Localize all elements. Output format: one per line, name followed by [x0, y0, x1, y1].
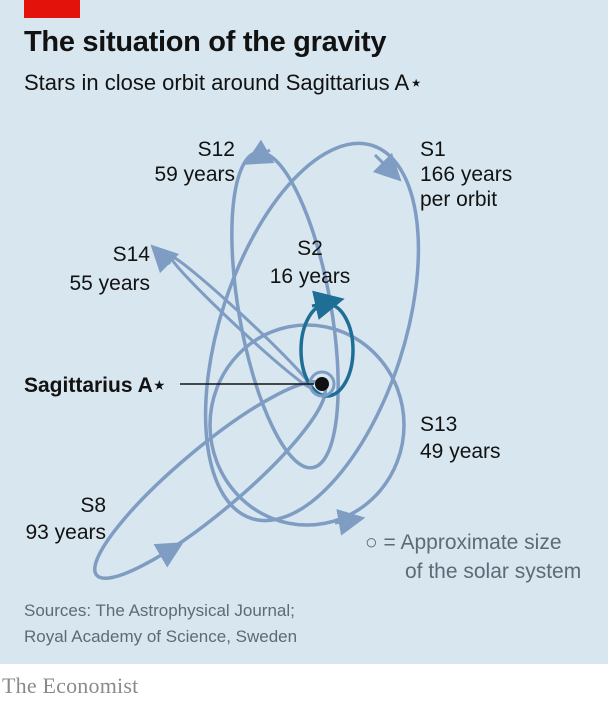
brand-red-tab [24, 0, 80, 18]
s2-period: 16 years [270, 265, 351, 288]
orbit-s8-arrow [153, 542, 184, 568]
sagittarius-a-dot [315, 377, 329, 391]
s2-name: S2 [297, 237, 323, 260]
s12-period: 59 years [154, 163, 235, 186]
orbit-s12-arrow [244, 139, 275, 165]
economist-logo: The Economist [2, 673, 139, 698]
orbit-s14-arrow [150, 244, 180, 274]
orbit-s1 [203, 141, 421, 523]
s1-name: S1 [420, 138, 446, 161]
orbit-s12 [230, 150, 340, 470]
sources-line-1: Sources: The Astrophysical Journal; [24, 601, 295, 620]
s8-period: 93 years [25, 521, 106, 544]
s12-name: S12 [198, 138, 235, 161]
orbit-diagram: S12 59 years S1 166 years per orbit S14 … [24, 138, 581, 583]
s1-period-line1: 166 years [420, 163, 512, 186]
key-line-2: of the solar system [405, 560, 581, 583]
s14-name: S14 [113, 243, 151, 266]
sources-line-2: Royal Academy of Science, Sweden [24, 627, 298, 646]
orbit-s2-arrow [311, 290, 345, 320]
s8-name: S8 [80, 494, 106, 517]
s13-period: 49 years [420, 440, 501, 463]
sources-note: Sources: The Astrophysical Journal; Roya… [24, 598, 297, 650]
s14-period: 55 years [69, 272, 150, 295]
s1-period-line2: per orbit [420, 188, 497, 211]
chart-subtitle: Stars in close orbit around Sagittarius … [24, 70, 423, 95]
sagittarius-a-label: Sagittarius A⋆ [24, 374, 166, 397]
chart-title: The situation of the gravity [24, 26, 387, 58]
orbit-s1-arrow [372, 152, 402, 182]
s13-name: S13 [420, 413, 457, 436]
orbit-s13-arrow [334, 509, 366, 536]
orbit-s13 [208, 323, 406, 527]
key-line-1: ○ = Approximate size [365, 531, 562, 554]
